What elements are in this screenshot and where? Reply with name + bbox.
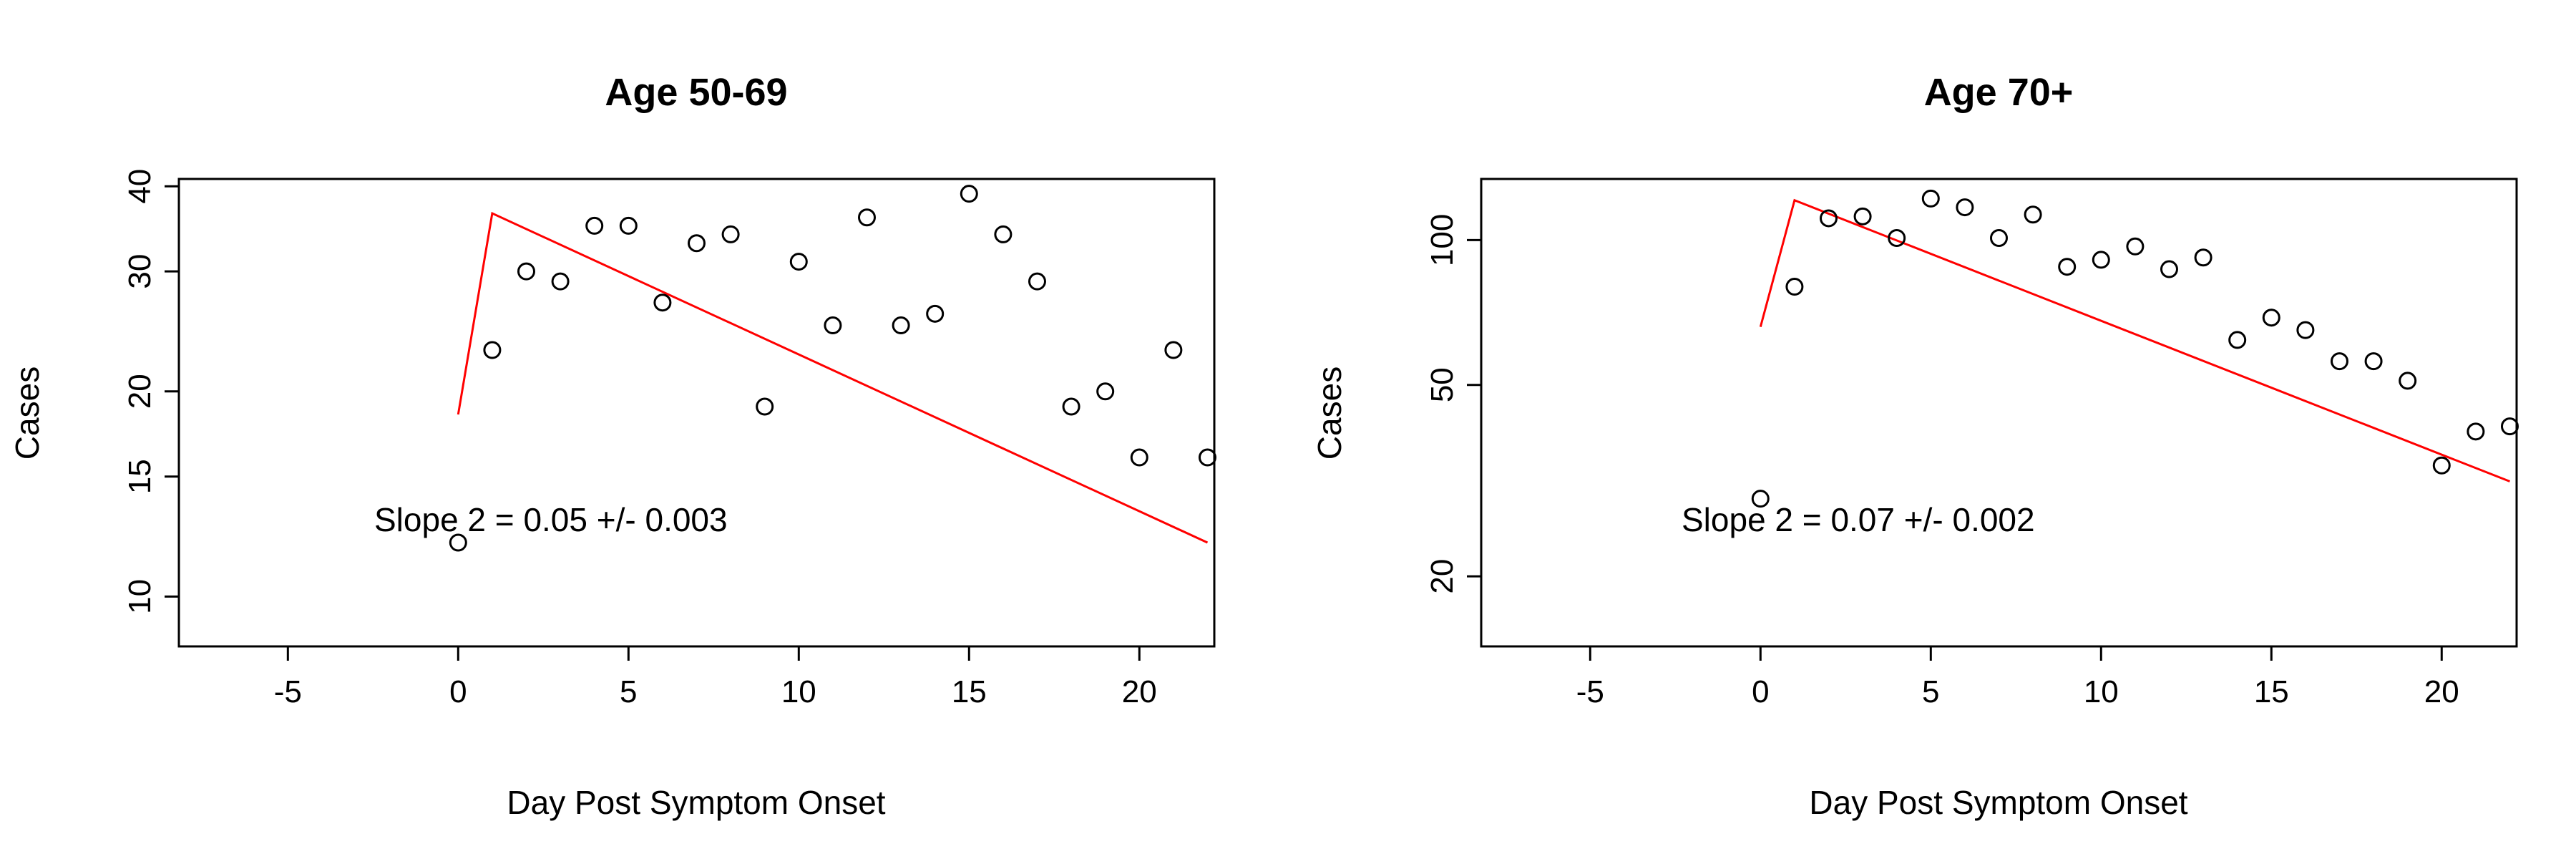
x-tick-label: 10 (781, 674, 816, 709)
data-point (1164, 341, 1183, 359)
data-point (551, 272, 570, 291)
fit-line-group (457, 211, 1209, 544)
data-point (2126, 237, 2145, 256)
data-point (824, 316, 842, 335)
fit-line (457, 211, 1209, 544)
data-point (2467, 422, 2485, 441)
data-point (1921, 189, 1940, 208)
data-point (960, 185, 978, 203)
data-point (1062, 397, 1080, 416)
data-point (789, 253, 808, 271)
data-point (449, 533, 467, 552)
slope-annotation: Slope 2 = 0.05 +/- 0.003 (374, 501, 728, 538)
x-axis-label: Day Post Symptom Onset (1809, 784, 2187, 821)
x-axis: -5 0 5 10 15 20 (1576, 645, 2459, 709)
y-tick-label: 20 (122, 374, 157, 409)
x-tick-label: 0 (1752, 674, 1769, 709)
data-point (2432, 456, 2451, 475)
y-tick-label: 15 (122, 459, 157, 494)
chart-title: Age 70+ (1924, 71, 2074, 114)
y-tick-label: 50 (1425, 367, 1460, 402)
data-point (585, 216, 604, 235)
y-axis-label: Cases (1311, 367, 1348, 460)
y-tick-label: 100 (1425, 214, 1460, 266)
data-point (2262, 309, 2280, 327)
y-tick-label: 30 (122, 254, 157, 289)
data-point (892, 316, 910, 335)
y-tick-label: 20 (1425, 559, 1460, 594)
data-point (1130, 448, 1148, 467)
data-point (2194, 248, 2212, 267)
data-point (2296, 321, 2315, 339)
chart-title: Age 50-69 (605, 71, 787, 114)
data-point (2228, 331, 2247, 349)
data-point (2160, 260, 2178, 278)
x-tick-label: 5 (620, 674, 637, 709)
data-point (483, 341, 502, 359)
y-tick-label: 40 (122, 169, 157, 204)
data-point (517, 262, 536, 281)
data-point (926, 304, 945, 323)
data-point (2092, 251, 2110, 269)
data-point (1028, 272, 1046, 291)
chart-panel-age-70-plus: Age 70+ -5 0 5 10 15 20 20 50 100 Day Post Symp… (1311, 71, 2519, 821)
x-axis: -5 0 5 10 15 20 (274, 645, 1157, 709)
y-axis: 20 50 100 (1425, 214, 1483, 594)
data-point (994, 225, 1013, 243)
x-tick-label: 20 (1122, 674, 1157, 709)
data-point (2024, 205, 2042, 224)
x-tick-label: -5 (1576, 674, 1604, 709)
plot-frame (177, 178, 1216, 648)
data-point (653, 293, 672, 312)
data-point (1096, 382, 1115, 401)
x-tick-label: -5 (274, 674, 302, 709)
data-point (756, 397, 774, 416)
data-point (721, 225, 740, 243)
data-point (1785, 278, 1804, 296)
x-tick-label: 10 (2084, 674, 2119, 709)
chart-panel-age-50-69: Age 50-69 -5 0 5 10 15 20 10 15 20 30 40 Day Post… (9, 71, 1216, 821)
data-point (2364, 352, 2383, 371)
x-tick-label: 5 (1922, 674, 1939, 709)
x-tick-label: 0 (449, 674, 467, 709)
data-point (1888, 229, 1906, 248)
plot-frame (1480, 178, 2518, 648)
data-point (857, 208, 876, 227)
data-points (1751, 189, 2519, 508)
data-point (2399, 372, 2417, 390)
x-tick-label: 15 (2254, 674, 2289, 709)
data-point (2500, 417, 2519, 436)
data-point (2330, 352, 2348, 371)
data-points (449, 185, 1216, 552)
y-axis-label: Cases (9, 367, 46, 460)
data-point (1956, 198, 1974, 217)
fit-line-group (1759, 198, 2511, 482)
data-point (2058, 258, 2077, 276)
x-axis-label: Day Post Symptom Onset (507, 784, 885, 821)
fit-line (1759, 198, 2511, 482)
x-tick-label: 15 (952, 674, 987, 709)
data-point (1820, 209, 1838, 228)
x-tick-label: 20 (2424, 674, 2459, 709)
data-point (619, 216, 638, 235)
slope-annotation: Slope 2 = 0.07 +/- 0.002 (1682, 501, 2035, 538)
y-axis: 10 15 20 30 40 (122, 169, 180, 614)
data-point (1198, 448, 1216, 467)
data-point (688, 234, 706, 253)
data-point (1853, 207, 1872, 225)
y-tick-label: 10 (122, 579, 157, 614)
data-point (1990, 229, 2008, 248)
data-point (1751, 490, 1770, 508)
